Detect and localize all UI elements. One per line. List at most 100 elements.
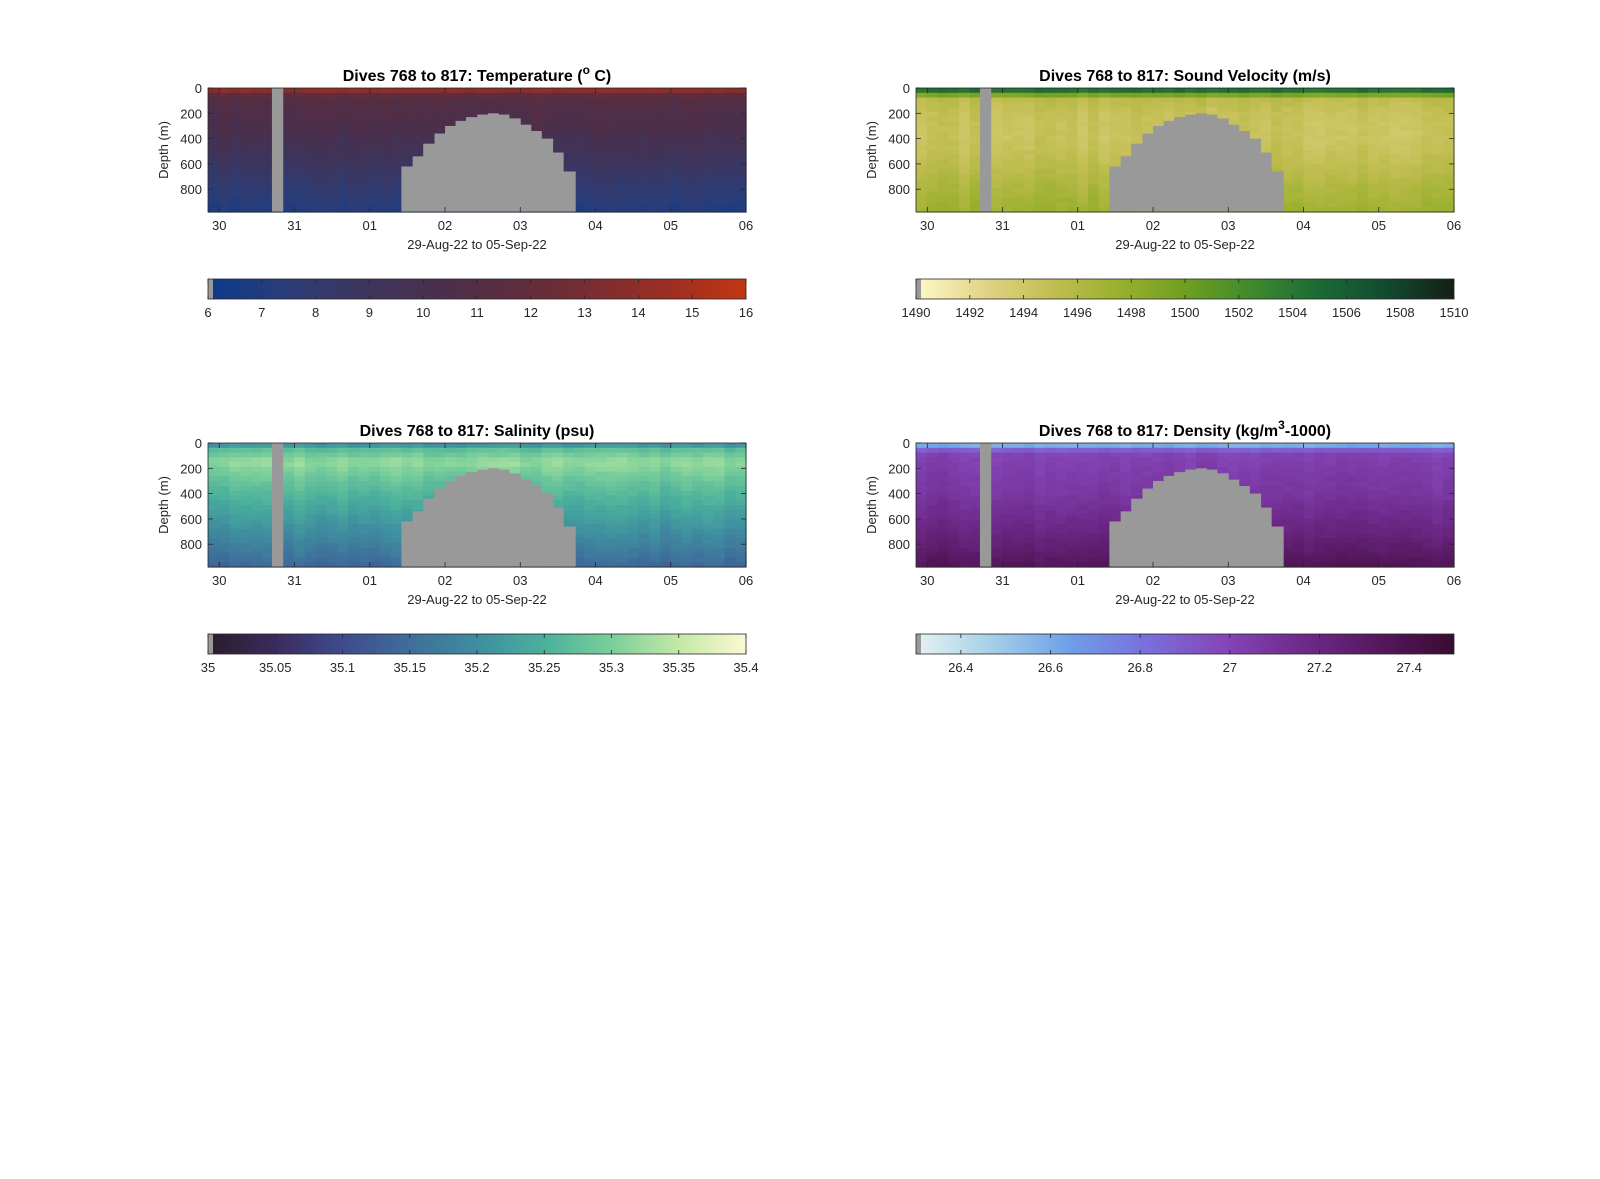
heatmap-cell <box>294 183 306 189</box>
heatmap-cell <box>959 562 971 568</box>
heatmap-cell <box>959 533 971 539</box>
heatmap-cell <box>916 476 928 482</box>
heatmap-cell <box>520 107 532 113</box>
heatmap-cell <box>1002 154 1014 161</box>
heatmap-cell <box>616 88 629 94</box>
heatmap-cell <box>520 462 532 468</box>
heatmap-cell <box>1088 452 1100 458</box>
heatmap-cell <box>1045 462 1057 468</box>
heatmap-cell <box>283 145 295 151</box>
heatmap-cell <box>1077 552 1089 559</box>
heatmap-cell <box>1002 130 1014 137</box>
heatmap-cell <box>304 543 317 549</box>
heatmap-cell <box>1217 88 1229 94</box>
heatmap-cell <box>466 466 478 473</box>
heatmap-cell <box>670 505 683 511</box>
heatmap-cell <box>735 150 747 156</box>
heatmap-cell <box>1206 92 1218 99</box>
heatmap-cell <box>649 547 661 554</box>
heatmap-cell <box>1206 452 1218 458</box>
heatmap-cell <box>1131 140 1143 146</box>
heatmap-cell <box>1034 107 1046 113</box>
heatmap-cell <box>369 126 381 132</box>
heatmap-cell <box>1443 159 1455 165</box>
heatmap-cell <box>552 443 564 449</box>
heatmap-cell <box>380 169 392 175</box>
heatmap-cell <box>455 88 467 94</box>
heatmap-cell <box>455 457 467 463</box>
heatmap-cell <box>347 111 360 118</box>
heatmap-cell <box>681 519 693 525</box>
heatmap-cell <box>1346 154 1358 161</box>
heatmap-cell <box>1131 490 1143 497</box>
heatmap-cell <box>240 173 252 180</box>
heatmap-cell <box>315 490 327 497</box>
heatmap-cell <box>1023 192 1035 199</box>
heatmap-cell <box>1098 528 1111 535</box>
heatmap-cell <box>294 150 306 156</box>
heatmap-cell <box>926 173 939 180</box>
heatmap-cell <box>606 557 618 563</box>
colorbar-tick-label: 16 <box>739 305 753 320</box>
heatmap-cell <box>1281 188 1294 194</box>
heatmap-cell <box>347 183 360 189</box>
heatmap-cell <box>606 192 618 199</box>
heatmap-cell <box>509 111 521 118</box>
heatmap-cell <box>498 466 510 473</box>
heatmap-cell <box>380 150 392 156</box>
heatmap-cell <box>563 150 575 156</box>
heatmap-cell <box>926 462 939 468</box>
heatmap-cell <box>1077 97 1089 103</box>
heatmap-cell <box>326 154 338 161</box>
heatmap-cell <box>606 92 618 99</box>
heatmap-cell <box>358 547 370 554</box>
heatmap-cell <box>724 116 736 122</box>
heatmap-cell <box>563 154 575 161</box>
heatmap-cell <box>1324 145 1337 151</box>
heatmap-cell <box>347 447 360 454</box>
heatmap-cell <box>337 178 349 184</box>
heatmap-cell <box>692 490 704 497</box>
heatmap-cell <box>294 135 306 142</box>
heatmap-cell <box>735 495 747 501</box>
heatmap-cell <box>1389 178 1401 184</box>
heatmap-cell <box>369 159 381 165</box>
heatmap-cell <box>1002 183 1014 189</box>
heatmap-cell <box>347 150 360 156</box>
heatmap-cell <box>358 150 370 156</box>
heatmap-cell <box>326 557 338 563</box>
heatmap-cell <box>1088 514 1100 520</box>
heatmap-cell <box>1324 140 1337 146</box>
heatmap-cell <box>1066 135 1078 142</box>
heatmap-cell <box>487 107 500 113</box>
heatmap-cell <box>1357 145 1369 151</box>
heatmap-cell <box>1023 164 1035 170</box>
heatmap-cell <box>1303 207 1315 213</box>
heatmap-cell <box>638 481 650 487</box>
heatmap-cell <box>294 514 306 520</box>
heatmap-cell <box>229 495 241 501</box>
heatmap-cell <box>713 202 726 208</box>
heatmap-cell <box>240 462 252 468</box>
heatmap-cell <box>390 121 403 127</box>
heatmap-cell <box>1012 452 1025 458</box>
heatmap-cell <box>959 107 971 113</box>
heatmap-cell <box>208 495 220 501</box>
heatmap-cell <box>261 126 274 132</box>
heatmap-cell <box>251 481 263 487</box>
heatmap-cell <box>294 154 306 161</box>
heatmap-cell <box>283 533 295 539</box>
heatmap-cell <box>1378 150 1391 156</box>
heatmap-cell <box>692 202 704 208</box>
heatmap-cell <box>358 505 370 511</box>
heatmap-cell <box>229 202 241 208</box>
heatmap-cell <box>969 562 982 568</box>
heatmap-cell <box>251 121 263 127</box>
heatmap-cell <box>573 102 586 108</box>
heatmap-cell <box>991 519 1003 525</box>
heatmap-cell <box>229 552 241 559</box>
heatmap-cell <box>283 130 295 137</box>
heatmap-cell <box>616 452 629 458</box>
heatmap-cell <box>595 130 607 137</box>
heatmap-cell <box>369 490 381 497</box>
